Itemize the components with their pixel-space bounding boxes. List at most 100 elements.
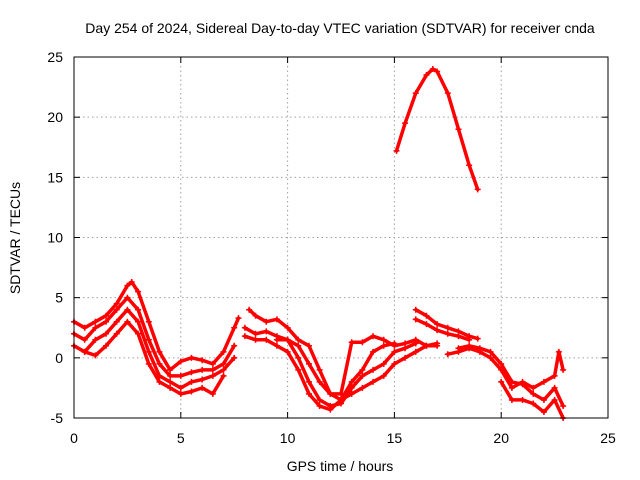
data-point: [235, 315, 242, 322]
data-point: [423, 342, 430, 349]
data-point: [188, 388, 195, 395]
chart-title: Day 254 of 2024, Sidereal Day-to-day VTE…: [85, 20, 595, 36]
data-point: [551, 372, 558, 379]
data-point: [81, 336, 88, 343]
tick-marks: [73, 56, 609, 419]
data-point: [145, 318, 152, 325]
data-point: [391, 348, 398, 355]
data-point: [241, 324, 248, 331]
data-point: [103, 330, 110, 337]
data-point: [370, 348, 377, 355]
data-point: [402, 354, 409, 361]
y-tick-label: -5: [51, 410, 64, 426]
data-point: [474, 335, 481, 342]
data-point: [177, 390, 184, 397]
data-point: [156, 348, 163, 355]
data-point: [508, 384, 515, 391]
data-point: [188, 378, 195, 385]
data-point: [519, 396, 526, 403]
data-point: [551, 396, 558, 403]
data-point: [252, 336, 259, 343]
data-point: [455, 345, 462, 352]
data-point: [434, 327, 441, 334]
data-point: [555, 348, 562, 355]
data-point: [209, 366, 216, 373]
data-point: [263, 318, 270, 325]
data-point: [135, 306, 142, 313]
series-track-7: [241, 333, 398, 413]
data-point: [92, 336, 99, 343]
data-point: [177, 384, 184, 391]
data-point: [316, 402, 323, 409]
x-tick-label: 5: [177, 430, 185, 446]
data-point: [508, 396, 515, 403]
data-point: [466, 342, 473, 349]
y-tick-label: 5: [55, 290, 63, 306]
data-point: [92, 324, 99, 331]
data-point: [167, 384, 174, 391]
data-point: [466, 162, 473, 169]
data-point: [412, 316, 419, 323]
data-point: [167, 372, 174, 379]
data-point: [284, 348, 291, 355]
data-point: [124, 282, 131, 289]
x-axis-label: GPS time / hours: [287, 458, 394, 474]
data-point: [423, 321, 430, 328]
data-point: [231, 354, 238, 361]
data-point: [124, 306, 131, 313]
data-point: [209, 390, 216, 397]
series-track-14: [498, 378, 567, 421]
y-tick-label: 0: [55, 350, 63, 366]
data-point: [370, 366, 377, 373]
data-point: [295, 342, 302, 349]
data-point: [128, 279, 135, 286]
series-line: [394, 67, 480, 192]
data-point: [113, 318, 120, 325]
data-point: [391, 342, 398, 349]
data-point: [466, 336, 473, 343]
data-point: [113, 306, 120, 313]
data-point: [359, 339, 366, 346]
x-tick-label: 20: [493, 430, 509, 446]
data-point: [124, 318, 131, 325]
data-point: [81, 324, 88, 331]
data-point: [305, 360, 312, 367]
data-point: [295, 354, 302, 361]
data-point: [199, 376, 206, 383]
data-point: [188, 369, 195, 376]
data-point: [359, 366, 366, 373]
data-point: [530, 390, 537, 397]
data-point: [434, 321, 441, 328]
data-point: [231, 324, 238, 331]
data-point: [474, 186, 481, 193]
data-point: [220, 348, 227, 355]
data-point: [444, 351, 451, 358]
data-point: [434, 68, 441, 75]
data-point: [444, 330, 451, 337]
data-point: [487, 348, 494, 355]
data-point: [380, 360, 387, 367]
data-point: [305, 390, 312, 397]
data-point: [113, 300, 120, 307]
data-point: [209, 372, 216, 379]
series-track-6: [241, 324, 419, 409]
data-point: [220, 372, 227, 379]
data-point: [402, 120, 409, 127]
series-line: [72, 280, 241, 372]
data-point: [327, 406, 334, 413]
data-point: [295, 366, 302, 373]
data-point: [135, 288, 142, 295]
data-point: [444, 324, 451, 331]
data-point: [209, 360, 216, 367]
grid: [74, 57, 608, 418]
data-point: [476, 345, 483, 352]
data-point: [412, 90, 419, 97]
data-point: [560, 402, 567, 409]
data-point: [316, 378, 323, 385]
data-point: [145, 348, 152, 355]
series-line: [72, 307, 236, 390]
data-point: [284, 324, 291, 331]
data-point: [412, 306, 419, 313]
y-axis-label: SDTVAR / TECUs: [7, 182, 23, 294]
data-point: [359, 372, 366, 379]
